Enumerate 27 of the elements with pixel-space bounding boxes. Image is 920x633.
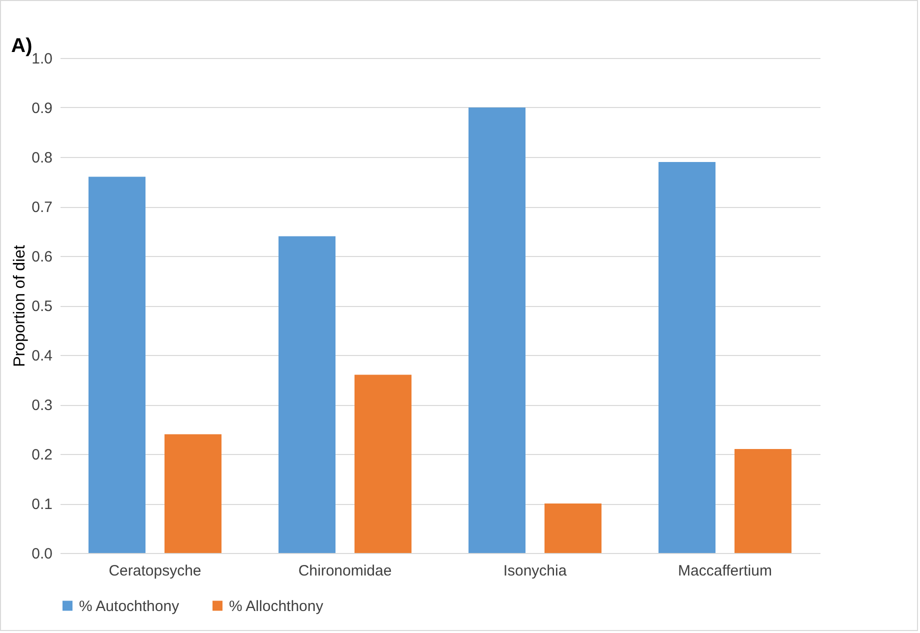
legend-label: % Autochthony [79,598,180,615]
y-tick-label: 0.5 [32,298,52,315]
y-tick-label: 0.7 [32,199,52,216]
y-tick-label: 1.0 [32,50,52,68]
bar [278,236,336,553]
y-tick-label: 0.1 [32,496,52,513]
x-tick-label: Isonychia [503,562,568,580]
bar [164,434,222,553]
y-tick-label: 0.6 [32,248,52,266]
x-tick-label: Ceratopsyche [108,562,202,580]
bar [354,374,412,553]
y-tick-label: 0.3 [32,397,52,414]
x-tick-label: Maccaffertium [678,562,772,580]
y-tick-label: 0.8 [32,150,52,166]
bar [544,504,602,553]
bar [88,176,146,553]
y-tick-label: 0.2 [32,446,52,464]
y-tick-label: 0.4 [32,348,52,364]
y-axis-title: Proportion of diet [12,244,29,367]
y-tick-label: 0.0 [32,546,52,562]
y-tick-label: 0.9 [32,100,52,117]
bar [734,449,792,553]
legend-label: % Allochthony [229,598,324,615]
x-tick-label: Chironomidae [298,562,392,580]
bar [468,108,526,553]
bar [658,162,716,553]
text: A) [11,35,32,57]
